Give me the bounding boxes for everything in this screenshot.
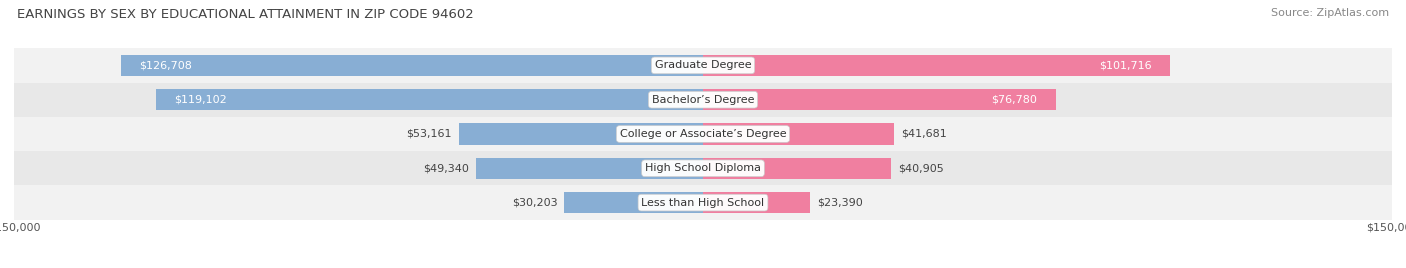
Text: Less than High School: Less than High School xyxy=(641,198,765,208)
Text: College or Associate’s Degree: College or Associate’s Degree xyxy=(620,129,786,139)
Text: $53,161: $53,161 xyxy=(406,129,451,139)
Text: Graduate Degree: Graduate Degree xyxy=(655,60,751,70)
Text: Bachelor’s Degree: Bachelor’s Degree xyxy=(652,95,754,105)
Text: $119,102: $119,102 xyxy=(174,95,228,105)
Bar xyxy=(121,55,703,76)
Bar xyxy=(156,89,703,110)
Bar xyxy=(14,151,1392,185)
Text: EARNINGS BY SEX BY EDUCATIONAL ATTAINMENT IN ZIP CODE 94602: EARNINGS BY SEX BY EDUCATIONAL ATTAINMEN… xyxy=(17,8,474,21)
Text: $23,390: $23,390 xyxy=(817,198,863,208)
Bar xyxy=(703,123,894,145)
Bar xyxy=(564,192,703,213)
Bar xyxy=(703,192,810,213)
Bar xyxy=(458,123,703,145)
Bar xyxy=(14,48,1392,83)
Text: $126,708: $126,708 xyxy=(139,60,193,70)
Text: Source: ZipAtlas.com: Source: ZipAtlas.com xyxy=(1271,8,1389,18)
Bar xyxy=(14,83,1392,117)
Text: $49,340: $49,340 xyxy=(423,163,470,173)
Bar xyxy=(14,185,1392,220)
Bar xyxy=(703,89,1056,110)
Bar xyxy=(703,55,1170,76)
Bar xyxy=(14,117,1392,151)
Text: High School Diploma: High School Diploma xyxy=(645,163,761,173)
Text: $40,905: $40,905 xyxy=(898,163,943,173)
Text: $76,780: $76,780 xyxy=(991,95,1038,105)
Text: $30,203: $30,203 xyxy=(512,198,557,208)
Bar xyxy=(703,158,891,179)
Text: $41,681: $41,681 xyxy=(901,129,948,139)
Text: $101,716: $101,716 xyxy=(1099,60,1152,70)
Bar xyxy=(477,158,703,179)
